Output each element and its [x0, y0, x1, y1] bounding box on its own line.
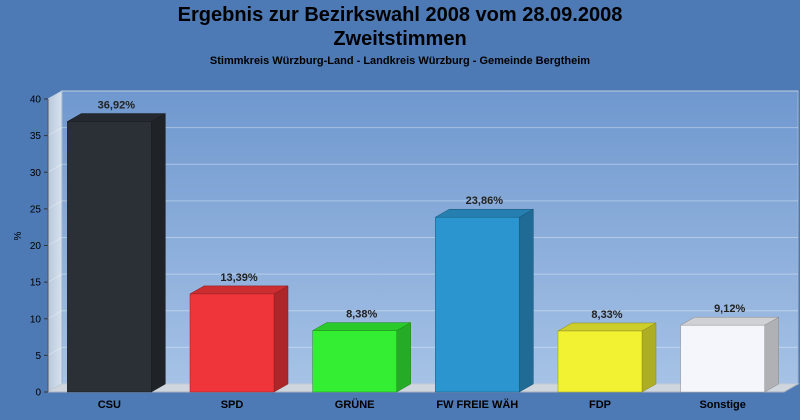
y-tick-label: 5	[35, 351, 41, 362]
bar-top	[66, 113, 167, 122]
bar-front	[557, 330, 643, 393]
bar-side	[641, 322, 657, 393]
y-tick-label: 30	[30, 168, 42, 179]
bar-value-label: 13,39%	[220, 272, 258, 284]
bar-front	[312, 330, 397, 393]
y-axis-label: %	[13, 231, 24, 240]
bar-sonstige	[679, 316, 780, 393]
chart-title: Ergebnis zur Bezirkswahl 2008 vom 28.09.…	[177, 4, 623, 26]
bar-top	[679, 316, 780, 326]
grid-line	[47, 237, 798, 246]
bar-side	[519, 208, 534, 393]
bar-front	[435, 216, 520, 393]
x-tick-label: Sonstige	[699, 399, 745, 411]
bar-side	[273, 285, 289, 393]
bar-side	[764, 316, 779, 393]
grid-line	[47, 346, 798, 356]
y-tick-label: 35	[30, 131, 42, 142]
grid-line	[47, 200, 798, 210]
y-tick-label: 25	[30, 204, 42, 215]
bar-value-label: 9,12%	[714, 303, 745, 315]
bar-spd	[189, 285, 289, 393]
bar-front	[189, 293, 275, 393]
grid-line	[47, 90, 798, 100]
x-tick-label: SPD	[221, 399, 244, 411]
y-tick-label: 20	[30, 241, 42, 252]
bar-top	[557, 322, 657, 332]
bar-top	[434, 208, 535, 218]
bar-front	[680, 324, 765, 393]
bar-gr-ne	[311, 322, 412, 393]
grid-line	[47, 383, 798, 393]
bar-fw-freie-w-h	[434, 208, 535, 393]
bar-value-label: 8,38%	[346, 309, 377, 321]
x-tick-label: FDP	[589, 399, 611, 411]
bar-top	[189, 285, 289, 295]
bar-csu	[66, 113, 167, 393]
bar-value-label: 8,33%	[591, 309, 622, 321]
x-tick-label: FW FREIE WÄH	[436, 398, 518, 411]
bar-front	[67, 121, 152, 393]
y-tick-label: 10	[30, 314, 42, 325]
y-tick-label: 40	[30, 95, 42, 106]
bar-fdp	[557, 322, 657, 393]
grid-line	[47, 127, 798, 137]
x-tick-label: GRÜNE	[335, 398, 375, 411]
grid-line	[47, 163, 798, 173]
y-tick-label: 0	[35, 388, 41, 399]
bar-side	[396, 322, 411, 393]
bar-top	[311, 322, 412, 331]
grid-line	[47, 273, 798, 283]
chart-subtitle: Zweitstimmen	[333, 28, 467, 50]
x-tick-label: CSU	[98, 399, 121, 411]
bar-side	[151, 113, 166, 393]
chart-location: Stimmkreis Würzburg-Land - Landkreis Wür…	[209, 55, 591, 67]
bar-value-label: 36,92%	[98, 100, 136, 112]
bar-value-label: 23,86%	[466, 195, 504, 207]
grid-line	[47, 310, 798, 320]
y-tick-label: 15	[30, 278, 42, 289]
